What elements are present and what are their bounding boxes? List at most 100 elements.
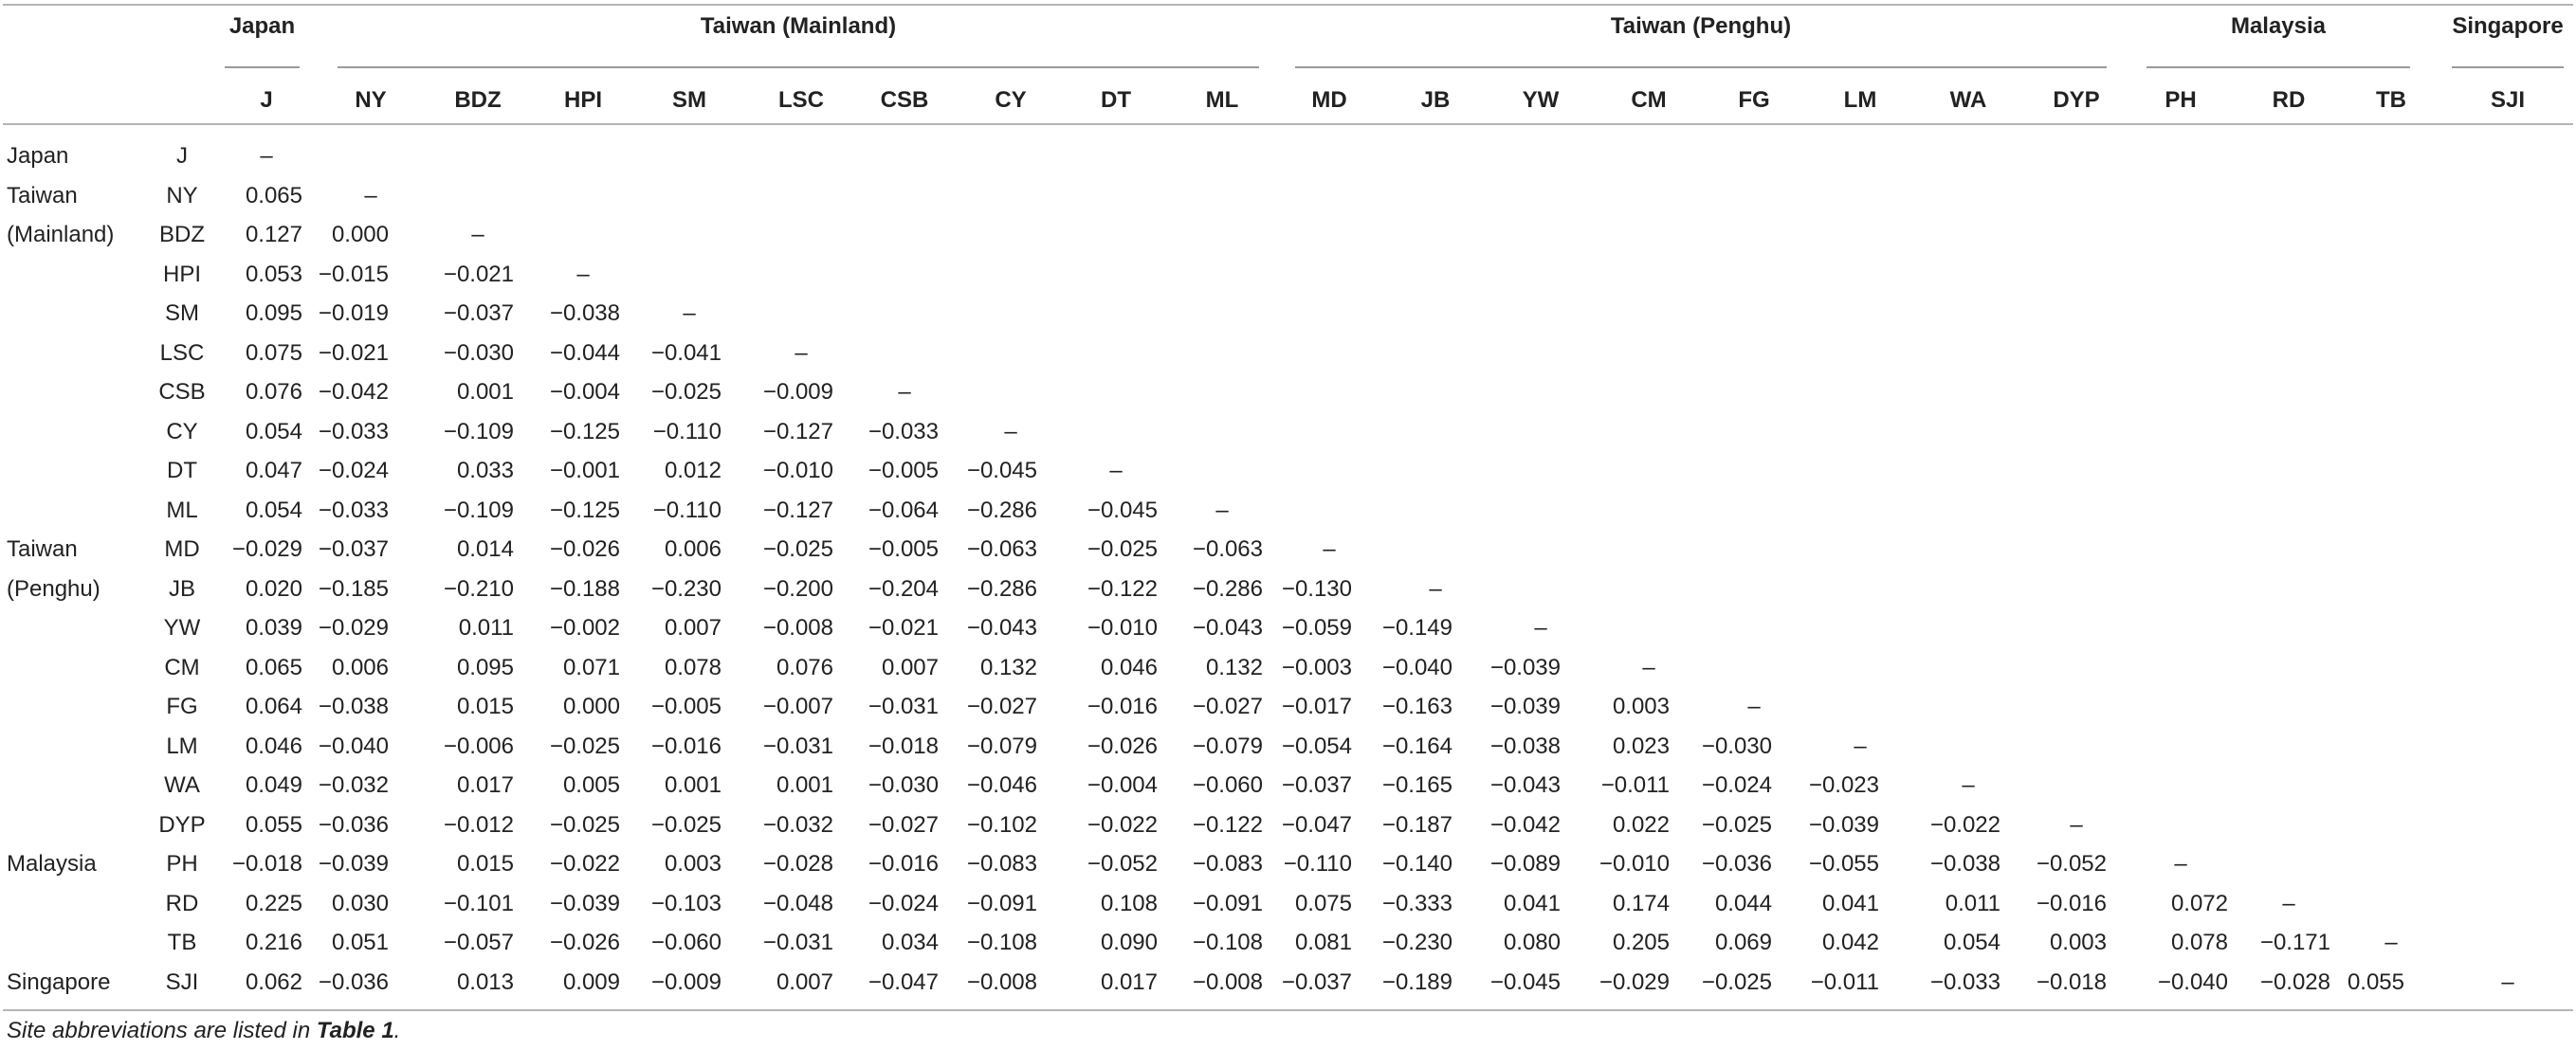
table-cell: −0.033 bbox=[868, 418, 939, 444]
table-cell: 0.015 bbox=[456, 851, 514, 877]
table-cell: 0.205 bbox=[1612, 930, 1670, 955]
table-cell: −0.022 bbox=[549, 851, 620, 877]
table-cell: −0.028 bbox=[762, 851, 833, 877]
table-cell: −0.030 bbox=[1701, 733, 1772, 759]
table-cell: −0.021 bbox=[318, 339, 389, 366]
table-cell: −0.039 bbox=[549, 890, 620, 916]
table-cell: −0.004 bbox=[549, 379, 620, 405]
table-cell: 0.011 bbox=[1945, 890, 2001, 916]
column-header: SM bbox=[672, 87, 706, 113]
table-cell: 0.017 bbox=[456, 772, 514, 798]
table-cell: 0.006 bbox=[664, 536, 722, 562]
diagonal-cell: – bbox=[1429, 575, 1442, 602]
table-cell: −0.025 bbox=[1701, 811, 1772, 838]
group-label: Taiwan (Penghu) bbox=[1610, 13, 1792, 39]
table-cell: 0.020 bbox=[245, 575, 302, 602]
table-cell: 0.001 bbox=[664, 772, 722, 798]
table-cell: −0.204 bbox=[868, 575, 939, 602]
table-cell: −0.021 bbox=[868, 615, 939, 641]
table-cell: 0.069 bbox=[1714, 930, 1772, 955]
table-cell: 0.127 bbox=[245, 222, 302, 247]
table-cell: −0.047 bbox=[1281, 811, 1352, 838]
table-cell: −0.025 bbox=[762, 536, 833, 562]
table-cell: 0.007 bbox=[664, 615, 722, 641]
group-label: Malaysia bbox=[2230, 13, 2327, 39]
diagonal-cell: – bbox=[364, 182, 377, 208]
table-cell: −0.022 bbox=[1087, 811, 1158, 838]
table-cell: −0.030 bbox=[868, 772, 939, 798]
table-cell: 0.011 bbox=[458, 615, 514, 641]
row-site-label: SM bbox=[165, 300, 199, 326]
table-cell: −0.029 bbox=[1599, 969, 1670, 995]
table-cell: −0.018 bbox=[231, 851, 302, 877]
table-cell: −0.055 bbox=[1808, 851, 1879, 877]
table-cell: 0.055 bbox=[245, 811, 302, 838]
table-cell: −0.052 bbox=[1087, 851, 1158, 877]
table-cell: −0.018 bbox=[2036, 969, 2107, 995]
column-header: CSB bbox=[880, 87, 929, 113]
table-cell: −0.016 bbox=[868, 851, 939, 877]
column-header: CM bbox=[1631, 87, 1667, 113]
table-cell: 0.078 bbox=[664, 654, 722, 680]
table-cell: −0.059 bbox=[1281, 615, 1352, 641]
table-cell: −0.038 bbox=[1929, 851, 2001, 877]
table-cell: 0.174 bbox=[1612, 890, 1670, 916]
table-cell: −0.019 bbox=[318, 300, 389, 326]
table-cell: 0.132 bbox=[979, 654, 1037, 680]
table-cell: −0.045 bbox=[1489, 969, 1561, 995]
table-cell: −0.108 bbox=[966, 930, 1037, 955]
table-cell: −0.016 bbox=[1087, 694, 1158, 719]
row-region-label: Malaysia bbox=[7, 851, 97, 877]
table-cell: −0.165 bbox=[1381, 772, 1452, 798]
table-cell: 0.090 bbox=[1100, 930, 1158, 955]
footnote-text: Site abbreviations are listed in bbox=[7, 1018, 317, 1043]
diagonal-cell: – bbox=[683, 300, 696, 326]
table-cell: −0.122 bbox=[1192, 811, 1263, 838]
table-cell: −0.027 bbox=[1192, 694, 1263, 719]
table-cell: −0.045 bbox=[966, 458, 1037, 483]
table-cell: −0.015 bbox=[318, 261, 389, 287]
table-cell: −0.028 bbox=[2259, 969, 2330, 995]
table-cell: −0.005 bbox=[868, 458, 939, 483]
row-site-label: LM bbox=[166, 733, 198, 759]
row-site-label: HPI bbox=[162, 261, 201, 287]
diagonal-cell: – bbox=[471, 222, 484, 247]
table-cell: −0.040 bbox=[1381, 654, 1452, 680]
table-cell: −0.140 bbox=[1381, 851, 1452, 877]
table-cell: −0.043 bbox=[1192, 615, 1263, 641]
table-cell: −0.016 bbox=[650, 733, 722, 759]
table-cell: −0.006 bbox=[443, 733, 514, 759]
table-cell: −0.032 bbox=[762, 811, 833, 838]
table-cell: −0.101 bbox=[443, 890, 514, 916]
table-cell: 0.039 bbox=[245, 615, 302, 641]
group-underline bbox=[2452, 66, 2564, 68]
table-cell: −0.012 bbox=[443, 811, 514, 838]
table-cell: −0.171 bbox=[2259, 930, 2330, 955]
table-cell: 0.081 bbox=[1294, 930, 1352, 955]
table-cell: −0.063 bbox=[966, 536, 1037, 562]
table-cell: −0.036 bbox=[1701, 851, 1772, 877]
table-cell: −0.045 bbox=[1087, 497, 1158, 523]
table-cell: 0.047 bbox=[245, 458, 302, 483]
table-cell: −0.109 bbox=[443, 418, 514, 444]
table-cell: −0.043 bbox=[1489, 772, 1561, 798]
diagonal-cell: – bbox=[1323, 536, 1336, 562]
diagonal-cell: – bbox=[898, 379, 911, 405]
table-cell: −0.127 bbox=[762, 497, 833, 523]
table-cell: −0.018 bbox=[868, 733, 939, 759]
table-cell: 0.015 bbox=[456, 694, 514, 719]
table-cell: 0.065 bbox=[245, 654, 302, 680]
diagonal-cell: – bbox=[1854, 733, 1867, 759]
table-cell: −0.060 bbox=[1192, 772, 1263, 798]
footnote-table-ref[interactable]: Table 1 bbox=[316, 1018, 394, 1043]
table-cell: 0.095 bbox=[245, 300, 302, 326]
table-cell: 0.003 bbox=[2049, 930, 2107, 955]
table-cell: −0.039 bbox=[1489, 654, 1561, 680]
table-cell: 0.007 bbox=[881, 654, 939, 680]
table-cell: 0.009 bbox=[562, 969, 620, 995]
table-cell: 0.225 bbox=[245, 890, 302, 916]
table-cell: −0.102 bbox=[966, 811, 1037, 838]
column-header: NY bbox=[355, 87, 387, 113]
table-cell: −0.003 bbox=[1281, 654, 1352, 680]
